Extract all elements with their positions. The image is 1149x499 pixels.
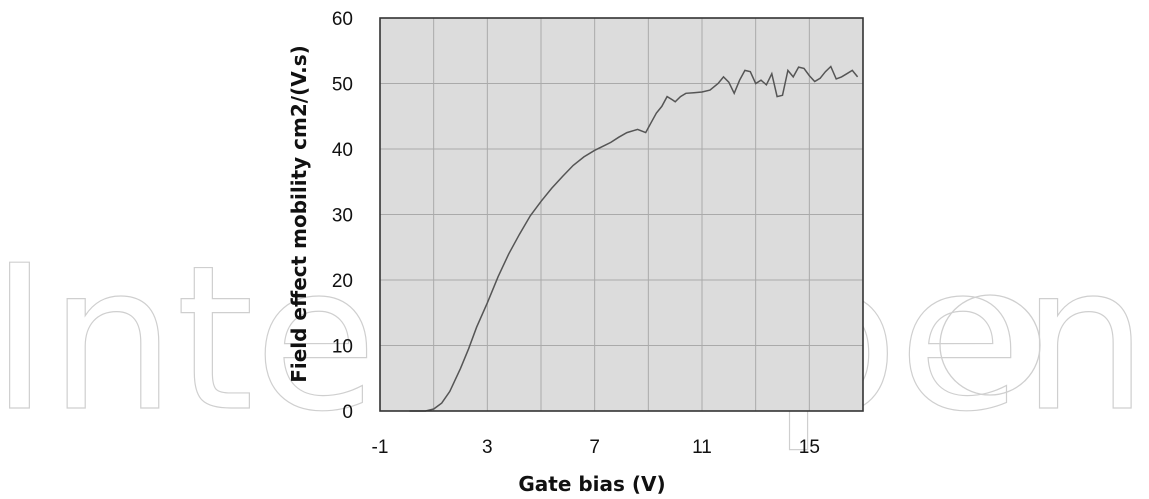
plot-frame: [379, 17, 864, 412]
x-tick-label: 7: [589, 437, 600, 458]
x-axis-title: Gate bias (V): [518, 472, 665, 496]
y-axis-title: Field effect mobility cm2/(V.s): [287, 45, 311, 383]
watermark-ring: [939, 294, 1041, 396]
y-tick-label: 50: [332, 75, 353, 96]
y-tick-label: 40: [332, 140, 353, 161]
x-tick-label: -1: [372, 437, 389, 458]
y-tick-label: 10: [332, 337, 353, 358]
x-tick-label: 11: [692, 437, 712, 458]
y-tick-label: 30: [332, 206, 353, 227]
x-tick-labels: -1 3 7 11 15: [372, 437, 820, 458]
x-tick-label: 3: [482, 437, 493, 458]
series-line: [409, 65, 859, 412]
y-tick-labels: 0 10 20 30 40 50 60: [332, 9, 353, 423]
x-tick-label: 15: [799, 437, 820, 458]
y-tick-label: 20: [332, 271, 353, 292]
y-tick-label: 60: [332, 9, 353, 30]
y-tick-label: 0: [342, 402, 353, 423]
